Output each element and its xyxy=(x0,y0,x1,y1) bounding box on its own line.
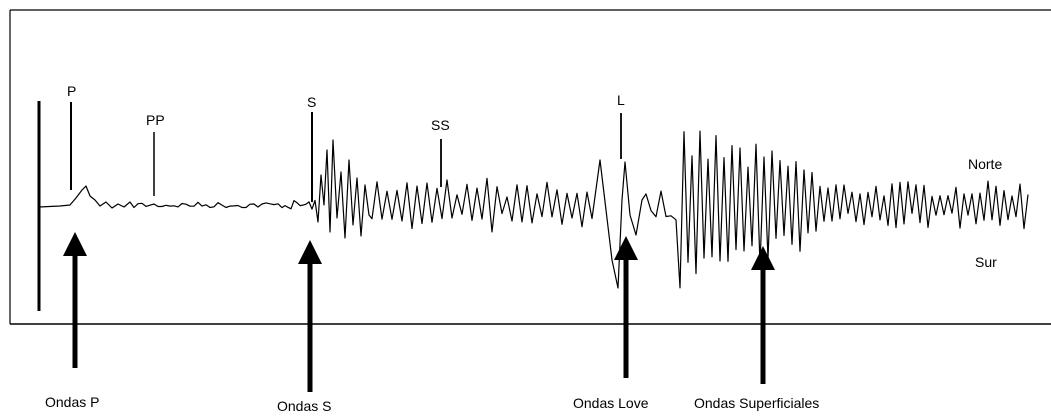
p-waves-label: Ondas P xyxy=(45,394,100,410)
arrow-surface-waves xyxy=(751,246,775,384)
p-marker-label: P xyxy=(67,83,77,99)
surface-waves-label: Ondas Superficiales xyxy=(694,395,820,411)
l-marker-label: L xyxy=(617,92,625,108)
arrow-p-waves xyxy=(63,232,87,368)
s-marker-label: S xyxy=(307,94,317,110)
love-waves-label: Ondas Love xyxy=(573,395,649,411)
s-waves-label: Ondas S xyxy=(277,398,332,414)
south-label: Sur xyxy=(975,254,997,270)
arrow-s-waves xyxy=(298,240,322,392)
ss-marker-label: SS xyxy=(431,117,450,133)
pp-marker-label: PP xyxy=(146,112,165,128)
arrow-love-waves xyxy=(614,236,638,378)
seismogram-trace xyxy=(38,130,1029,289)
north-label: Norte xyxy=(968,156,1003,172)
